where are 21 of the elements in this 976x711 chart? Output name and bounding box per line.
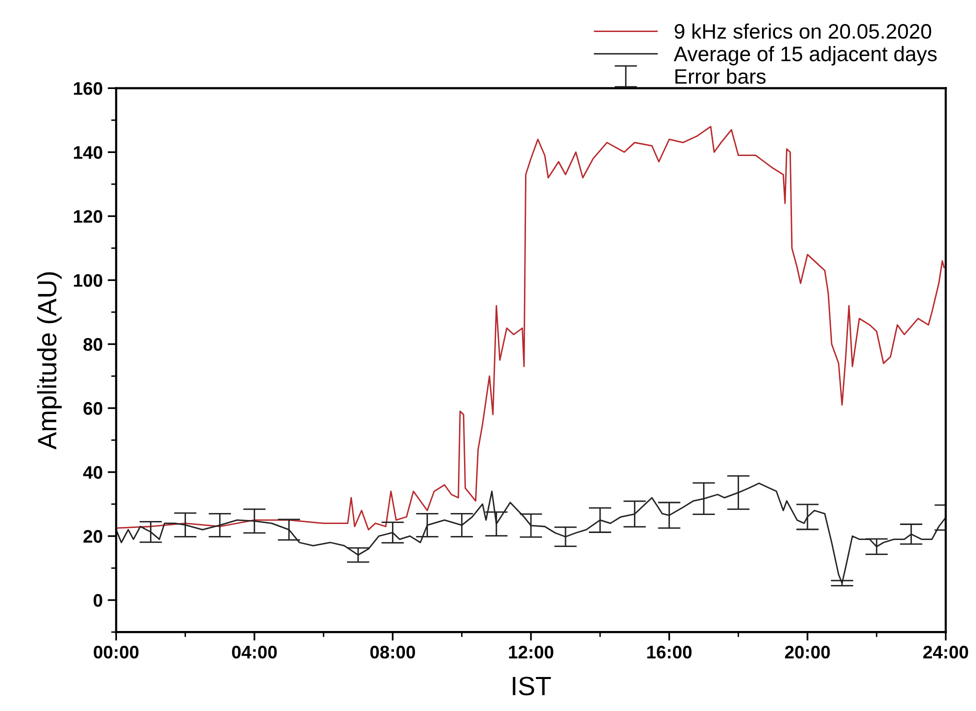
y-tick-label: 60	[84, 402, 102, 415]
x-tick-label: 00:00	[94, 646, 138, 659]
y-tick-label: 40	[83, 466, 102, 479]
y-tick-label: 80	[83, 338, 102, 351]
y-tick-label: 20	[83, 530, 102, 543]
y-axis-title: Amplitude (AU)	[37, 272, 62, 450]
x-tick-label: 24:00	[923, 646, 968, 659]
y-tick-label: 100	[74, 274, 102, 287]
x-tick-label: 20:00	[785, 646, 830, 659]
y-tick-label: 0	[94, 594, 102, 607]
x-tick-label: 04:00	[232, 646, 277, 659]
y-tick-label: 120	[74, 210, 102, 223]
x-tick-label: 12:00	[508, 646, 554, 659]
legend-label: 9 kHz sferics on 20.05.2020	[674, 23, 932, 39]
x-tick-label: 16:00	[647, 646, 692, 659]
x-tick-label: 08:00	[370, 646, 416, 659]
y-tick-label: 140	[74, 146, 102, 159]
x-axis-title: IST	[512, 676, 551, 696]
text: Error bars	[675, 68, 766, 84]
legend-label: Average of 15 adjacent days	[674, 46, 937, 66]
y-tick-label: 160	[74, 82, 102, 95]
